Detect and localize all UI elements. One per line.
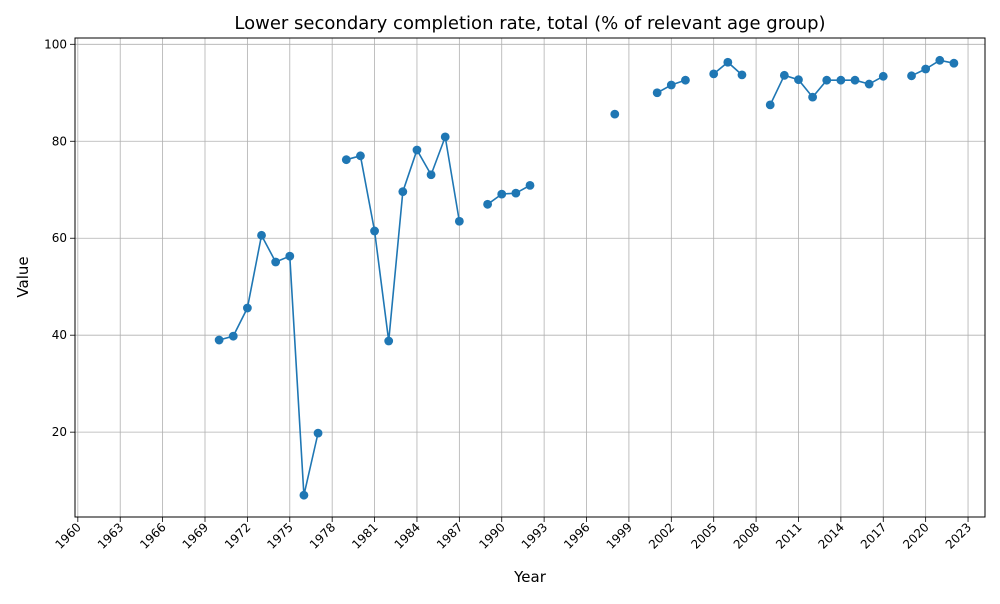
series-line bbox=[218, 232, 319, 496]
series-line bbox=[911, 59, 955, 77]
data-point bbox=[610, 109, 620, 119]
data-point bbox=[257, 230, 266, 240]
plot-frame bbox=[74, 37, 986, 518]
data-point bbox=[285, 251, 295, 261]
data-point bbox=[398, 187, 408, 197]
data-point bbox=[412, 145, 422, 155]
data-point bbox=[525, 180, 535, 190]
data-point bbox=[497, 189, 507, 199]
data-point bbox=[356, 151, 365, 161]
data-point bbox=[454, 216, 464, 226]
y-tick-label: 20 bbox=[52, 425, 67, 439]
y-axis-label: Value bbox=[14, 256, 32, 297]
y-tick-label: 80 bbox=[52, 134, 67, 148]
data-point bbox=[341, 155, 351, 165]
series-layer bbox=[214, 55, 959, 500]
data-point bbox=[681, 75, 690, 85]
data-point bbox=[921, 64, 931, 74]
data-point bbox=[709, 69, 719, 79]
data-point bbox=[779, 70, 789, 80]
data-point bbox=[228, 331, 238, 341]
data-point bbox=[907, 71, 916, 81]
data-point bbox=[440, 132, 450, 142]
data-point bbox=[836, 75, 846, 85]
data-point bbox=[850, 75, 860, 85]
data-point bbox=[652, 88, 662, 98]
data-point bbox=[723, 57, 733, 67]
data-point bbox=[949, 58, 959, 68]
data-point bbox=[794, 75, 803, 85]
data-point bbox=[242, 303, 252, 313]
y-tick-label: 40 bbox=[52, 328, 67, 342]
data-point bbox=[737, 70, 747, 80]
data-point bbox=[384, 336, 394, 346]
y-tick-label: 100 bbox=[44, 37, 67, 51]
series-line bbox=[487, 184, 531, 205]
data-point bbox=[864, 79, 874, 89]
y-tick-label: 60 bbox=[52, 231, 67, 245]
data-point bbox=[935, 55, 945, 65]
data-point bbox=[511, 188, 521, 198]
grid-lines bbox=[75, 38, 985, 517]
data-point bbox=[765, 100, 775, 110]
data-point bbox=[313, 428, 323, 438]
data-point bbox=[271, 257, 281, 267]
data-point bbox=[666, 80, 676, 90]
data-point bbox=[483, 199, 493, 209]
data-point bbox=[808, 92, 818, 102]
data-point bbox=[878, 71, 888, 81]
x-axis-label: Year bbox=[513, 568, 547, 586]
data-point bbox=[822, 75, 832, 85]
data-point bbox=[299, 490, 309, 500]
data-point bbox=[214, 335, 224, 345]
chart-title: Lower secondary completion rate, total (… bbox=[234, 13, 825, 34]
data-point bbox=[426, 170, 436, 180]
data-point bbox=[370, 226, 379, 236]
